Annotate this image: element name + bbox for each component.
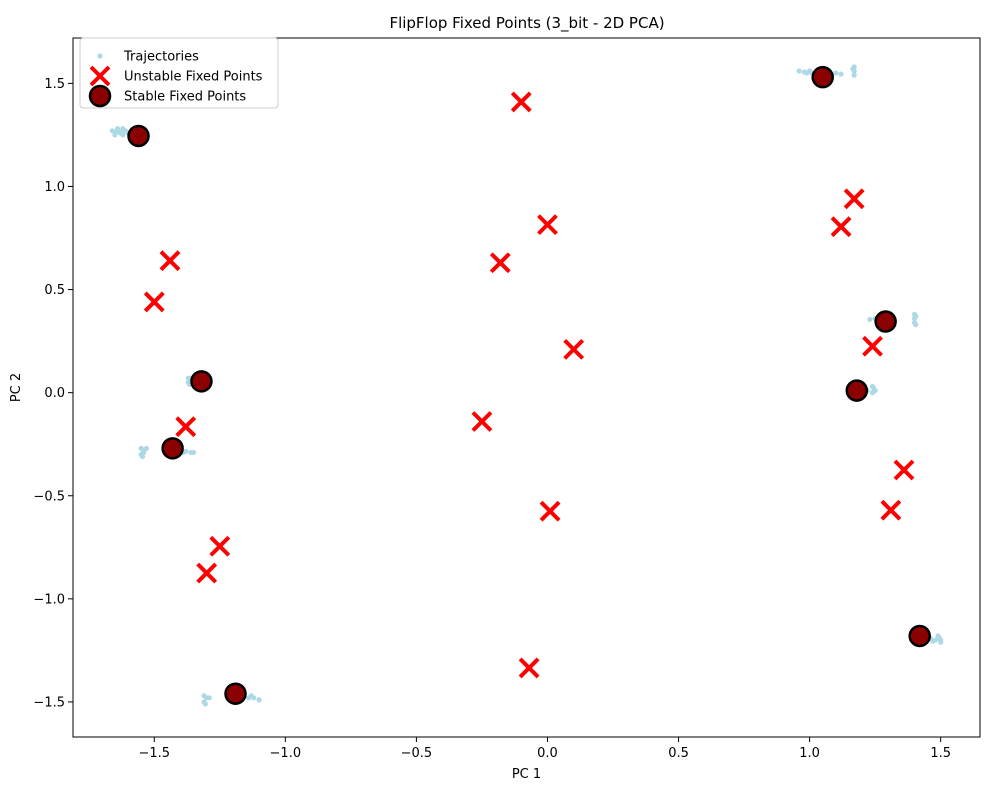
y-tick-label-5: 1.0 xyxy=(44,180,65,195)
legend-label-1: Unstable Fixed Points xyxy=(124,70,263,85)
legend-marker-trajectories xyxy=(97,53,103,59)
stable-fixed-point-5 xyxy=(161,437,184,460)
unstable-fixed-point-2-stroke-b xyxy=(537,214,558,236)
y-tick-label-1: −1.0 xyxy=(33,592,65,607)
unstable-fixed-point-9 xyxy=(471,411,493,432)
trajectory-point-10 xyxy=(114,126,121,132)
x-tick-label-6: 1.5 xyxy=(930,746,951,761)
axis-ticks: −1.5 −1.0 −0.5 0.0 0.5 1.0 1.5 −1.5 −1.0 −0.5 0.0 0… xyxy=(33,77,951,761)
trajectory-point-68 xyxy=(938,639,944,645)
unstable-fixed-point-11-stroke-b xyxy=(893,459,915,481)
unstable-fixed-point-2 xyxy=(537,214,558,236)
unstable-fixed-point-5-stroke-b xyxy=(489,252,511,274)
legend-marker-stable xyxy=(88,84,112,108)
trajectory-point-79 xyxy=(248,693,254,699)
unstable-fixed-point-13-stroke-b xyxy=(880,499,902,521)
unstable-fixed-point-0-stroke-b xyxy=(510,91,532,113)
unstable-fixed-point-11 xyxy=(893,459,915,481)
stable-fixed-point-6 xyxy=(908,624,931,648)
stable-fixed-point-7 xyxy=(224,682,247,705)
unstable-fixed-point-5 xyxy=(489,252,511,274)
unstable-fixed-point-12 xyxy=(539,500,561,522)
trajectory-point-24 xyxy=(851,72,857,78)
chart-title: FlipFlop Fixed Points (3_bit - 2D PCA) xyxy=(389,14,664,33)
unstable-fixed-point-8-stroke-b xyxy=(862,335,883,357)
trajectory-point-74 xyxy=(206,695,212,701)
unstable-fixed-point-15-stroke-b xyxy=(196,562,218,584)
unstable-fixed-point-7-stroke-b xyxy=(563,338,585,360)
unstable-fixed-point-10 xyxy=(175,416,197,438)
unstable-fixed-point-1 xyxy=(843,188,865,210)
unstable-fixed-point-16-stroke-b xyxy=(518,657,540,679)
unstable-fixed-point-3 xyxy=(830,216,852,238)
x-tick-label-4: 0.5 xyxy=(668,746,689,761)
unstable-fixed-point-13 xyxy=(880,499,902,521)
unstable-fixed-point-10-stroke-b xyxy=(175,416,197,438)
y-tick-label-6: 1.5 xyxy=(44,77,65,92)
trajectory-point-15 xyxy=(804,70,810,76)
unstable-fixed-point-6 xyxy=(143,291,165,313)
trajectory-point-36 xyxy=(913,313,919,319)
trajectory-point-55 xyxy=(141,449,147,456)
x-axis-title: PC 1 xyxy=(512,767,541,782)
unstable-fixed-point-16 xyxy=(518,657,540,679)
unstable-fixed-point-9-stroke-b xyxy=(471,411,493,432)
x-tick-label-2: −0.5 xyxy=(401,746,433,761)
trajectory-point-56 xyxy=(143,445,149,451)
trajectory-point-35 xyxy=(913,322,919,328)
unstable-fixed-point-14 xyxy=(209,535,231,557)
stable-fixed-point-3 xyxy=(190,370,213,393)
stable-fixed-point-0 xyxy=(811,65,834,89)
unstable-fixed-point-0 xyxy=(510,91,532,113)
legend-marker-unstable-stroke-b xyxy=(89,65,111,87)
unstable-fixed-point-4-stroke-b xyxy=(159,250,181,272)
trajectory-point-69 xyxy=(930,638,936,644)
trajectory-point-54 xyxy=(139,453,146,460)
y-tick-label-2: −0.5 xyxy=(33,489,65,504)
trajectory-point-11 xyxy=(120,126,126,132)
unstable-fixed-point-4 xyxy=(159,250,181,272)
unstable-fixed-point-15 xyxy=(196,562,218,584)
y-axis-title: PC 2 xyxy=(9,373,24,402)
legend-label-0: Trajectories xyxy=(123,50,199,65)
y-tick-label-4: 0.5 xyxy=(44,283,65,298)
x-tick-label-1: −1.0 xyxy=(270,746,302,761)
trajectory-point-3 xyxy=(112,132,118,138)
legend-label-2: Stable Fixed Points xyxy=(124,90,246,105)
trajectory-point-5 xyxy=(120,132,126,138)
unstable-fixed-point-1-stroke-b xyxy=(843,188,865,210)
stable-fixed-point-2 xyxy=(874,310,897,333)
unstable-fixed-point-14-stroke-b xyxy=(209,535,231,557)
trajectory-point-25 xyxy=(850,66,856,72)
y-tick-label-0: −1.5 xyxy=(33,695,65,710)
legend: Trajectories Unstable Fixed Points Stable … xyxy=(79,37,279,109)
stable-fixed-point-4 xyxy=(845,379,869,402)
unstable-fixed-point-12-stroke-b xyxy=(539,500,561,522)
trajectory-point-21 xyxy=(838,71,844,77)
unstable-fixed-point-8 xyxy=(862,335,883,357)
stable-fixed-point-1 xyxy=(127,124,150,148)
legend-box xyxy=(79,37,279,109)
trajectory-point-78 xyxy=(256,697,262,703)
plot-area xyxy=(109,64,944,707)
unstable-fixed-point-7 xyxy=(563,338,585,360)
y-tick-label-3: 0.0 xyxy=(44,386,65,401)
trajectory-point-50 xyxy=(869,390,876,396)
legend-marker-unstable xyxy=(89,65,111,87)
trajectory-point-26 xyxy=(867,316,873,323)
trajectory-point-73 xyxy=(202,701,208,707)
x-tick-label-3: 0.0 xyxy=(537,746,558,761)
unstable-fixed-point-3-stroke-b xyxy=(830,216,852,238)
unstable-fixed-point-6-stroke-b xyxy=(143,291,165,313)
x-tick-label-0: −1.5 xyxy=(138,746,170,761)
axes-frame xyxy=(72,37,981,738)
trajectory-point-60 xyxy=(190,449,197,456)
trajectory-point-13 xyxy=(796,68,802,74)
x-tick-label-5: 1.0 xyxy=(799,746,820,761)
trajectory-point-20 xyxy=(833,70,839,76)
